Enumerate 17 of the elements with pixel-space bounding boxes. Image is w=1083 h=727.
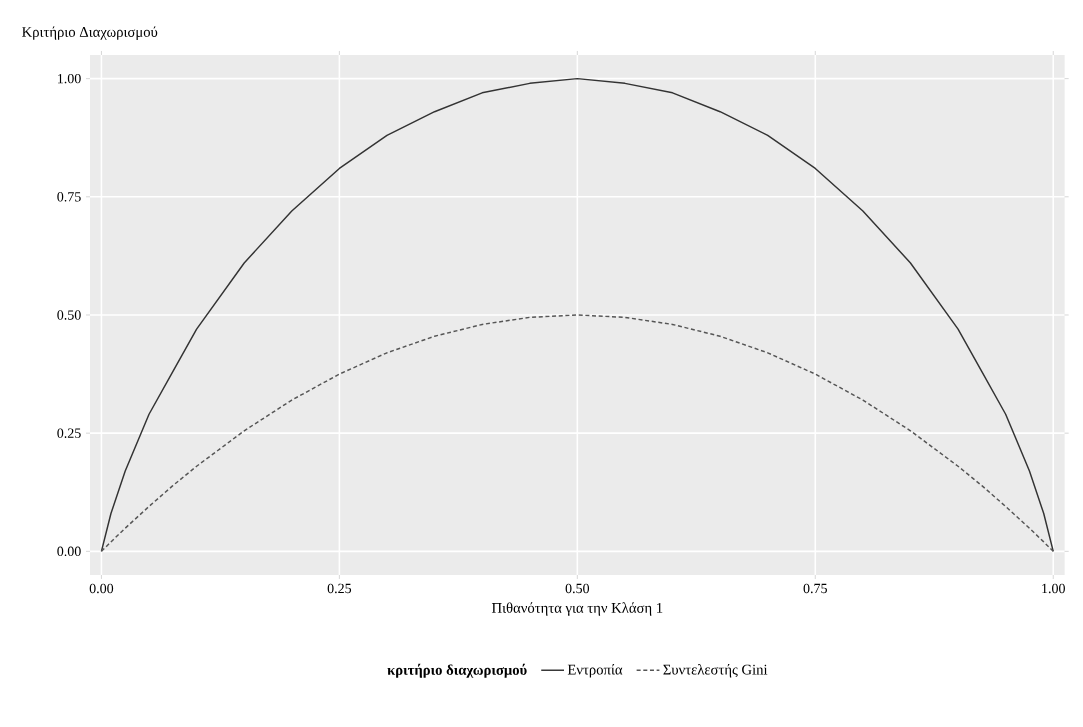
x-tick-label: 0.00 — [89, 583, 114, 594]
y-tick-label: 0.00 — [57, 546, 81, 557]
y-tick-label: 0.50 — [57, 310, 81, 320]
legend-label: Εντροπία — [567, 664, 623, 678]
y-tick-label: 1.00 — [58, 73, 81, 84]
x-axis-title: Πιθανότητα για την Κλάση 1 — [491, 602, 663, 616]
x-tick-label: 0.50 — [565, 583, 590, 594]
x-tick-label: 1.00 — [1042, 583, 1065, 594]
legend-label: Συντελεστής Gini — [663, 664, 768, 678]
legend-title: κριτήριο διαχωρισμού — [387, 663, 527, 678]
y-axis-title: Κριτήριο Διαχωρισμού — [22, 26, 158, 40]
y-tick-label: 0.25 — [57, 428, 81, 438]
x-tick-label: 0.75 — [803, 583, 827, 594]
line-series — [100, 314, 1054, 553]
line-series — [100, 77, 1054, 553]
x-tick-label: 0.25 — [327, 583, 352, 594]
y-tick-label: 0.75 — [57, 192, 81, 202]
